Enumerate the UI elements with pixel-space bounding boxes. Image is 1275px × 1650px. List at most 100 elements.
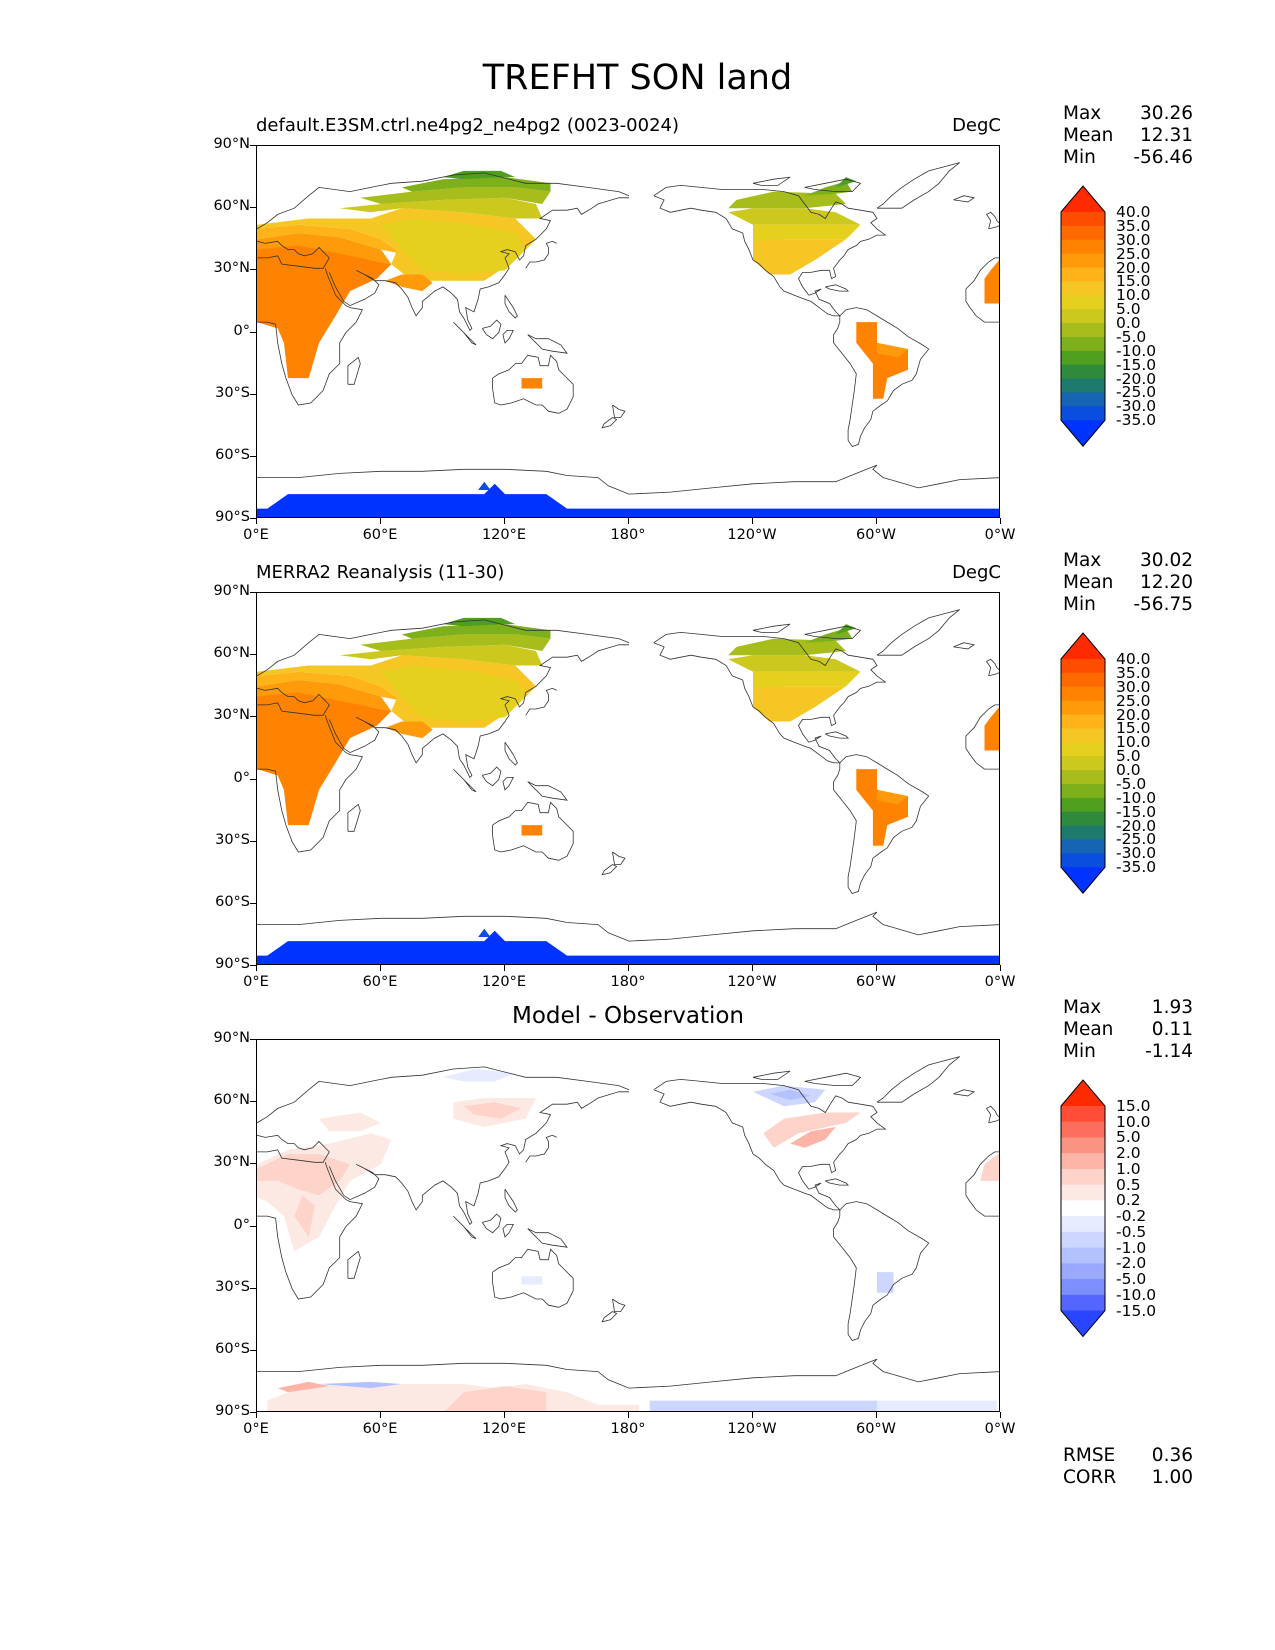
coastline (527, 1228, 568, 1248)
lon-tick (876, 965, 877, 971)
colorbar-label: 0.0 (1116, 314, 1141, 333)
colorbar-segment (1061, 839, 1105, 854)
contour-region (521, 378, 543, 389)
colorbar-label: -35.0 (1116, 858, 1157, 877)
coastline (492, 354, 574, 414)
stat-label: Mean (1063, 1019, 1114, 1040)
lat-tick-label: 0° (233, 769, 250, 786)
colorbar-label: 15.0 (1116, 272, 1151, 291)
colorbar-label: 20.0 (1116, 705, 1151, 724)
lat-tick-label: 60°S (215, 1340, 250, 1357)
coastline (601, 1311, 618, 1323)
panel-center-title: Model - Observation (511, 1003, 745, 1029)
contour-region (649, 1400, 877, 1411)
colorbar-label: 40.0 (1116, 650, 1151, 668)
lon-tick-label: 180° (610, 974, 646, 990)
colorbar-segment (1061, 225, 1105, 241)
lat-tick-label: 90°S (215, 509, 250, 525)
coastline (504, 741, 518, 766)
lat-tick (250, 840, 256, 842)
contour-region (257, 233, 392, 265)
colorbar-label: 1.0 (1116, 1159, 1141, 1178)
colorbar-segment (1061, 1247, 1105, 1264)
contour-region (769, 1089, 811, 1101)
contour-region (877, 342, 908, 358)
colorbar-label: 0.5 (1116, 1175, 1141, 1194)
stat-value: 12.31 (1140, 125, 1193, 146)
colorbar-segment (1061, 1121, 1105, 1138)
colorbar-segment (1061, 281, 1105, 296)
lon-tick-label: 0°W (984, 527, 1016, 543)
colorbar-segment (1061, 1279, 1105, 1296)
contour-region (728, 208, 861, 225)
colorbar-label: 25.0 (1116, 691, 1151, 710)
colorbar-segment (1061, 1168, 1105, 1186)
colorbar-segment (1061, 309, 1105, 324)
contour-region (753, 686, 846, 722)
contour-region (521, 825, 543, 836)
lat-tick-label: 30°N (213, 1154, 250, 1171)
colorbar-segment (1061, 783, 1105, 799)
lat-tick-label: 60°S (215, 446, 250, 463)
colorbar-segment (1061, 1184, 1105, 1201)
contour-region (443, 1069, 516, 1082)
colorbar-label: 25.0 (1116, 244, 1151, 263)
colorbar-label: -0.5 (1116, 1222, 1147, 1241)
coastline (257, 687, 330, 716)
lon-tick-label: 120°W (727, 1421, 777, 1437)
coastline (612, 404, 626, 418)
map-panel-model: default.E3SM.ctrl.ne4pg2_ne4pg2 (0023-00… (0, 103, 1275, 585)
lat-tick (250, 1349, 256, 1351)
colorbar-segment (1061, 323, 1105, 338)
contour-region (443, 617, 516, 627)
lat-tick-label: 60°N (213, 645, 250, 662)
panel-units: DegC (952, 115, 1001, 136)
lat-tick (250, 592, 256, 593)
colorbar-segment (1061, 659, 1105, 674)
stat-value: -56.46 (1133, 147, 1193, 168)
contour-fills (257, 617, 999, 964)
coastline (833, 754, 930, 894)
coastlines (257, 609, 999, 942)
coastline (257, 240, 330, 269)
colorbar-segment (1061, 686, 1105, 702)
coastline (525, 687, 557, 716)
coastline (481, 766, 502, 787)
coastline (953, 642, 976, 650)
coastline (257, 1162, 363, 1300)
contour-region (360, 634, 551, 651)
coastline (527, 334, 568, 354)
coastline (965, 704, 999, 770)
coastline (347, 1250, 361, 1279)
lat-tick (250, 1101, 256, 1103)
lat-tick (250, 1039, 256, 1040)
colorbar-segment (1061, 1216, 1105, 1233)
coastline (347, 803, 361, 832)
colorbar (1060, 1079, 1106, 1338)
coastline (328, 197, 629, 332)
colorbar-segment (1061, 770, 1105, 785)
colorbar-segment (1061, 742, 1105, 757)
contour-region (257, 665, 423, 707)
colorbar-segment (1061, 239, 1105, 255)
coastline (257, 268, 363, 406)
coastline (502, 329, 514, 344)
coastline (525, 1134, 557, 1163)
lat-tick (250, 902, 256, 904)
stat-label: Max (1063, 997, 1102, 1018)
lat-tick-label: 90°S (215, 1403, 250, 1419)
coastline (752, 176, 791, 186)
lon-tick (504, 518, 505, 524)
contour-region (257, 218, 423, 260)
coastline (752, 1070, 791, 1080)
contour-region (856, 769, 908, 846)
contour-region (360, 187, 551, 204)
colorbar-segment (1061, 1153, 1105, 1170)
coastlines (257, 162, 999, 495)
stat-value: 30.26 (1140, 103, 1193, 124)
map-area (256, 145, 1000, 518)
metric-value: 1.00 (1151, 1467, 1193, 1488)
lon-tick (752, 518, 753, 524)
contour-fills (257, 1069, 999, 1411)
coastline (453, 1215, 477, 1240)
